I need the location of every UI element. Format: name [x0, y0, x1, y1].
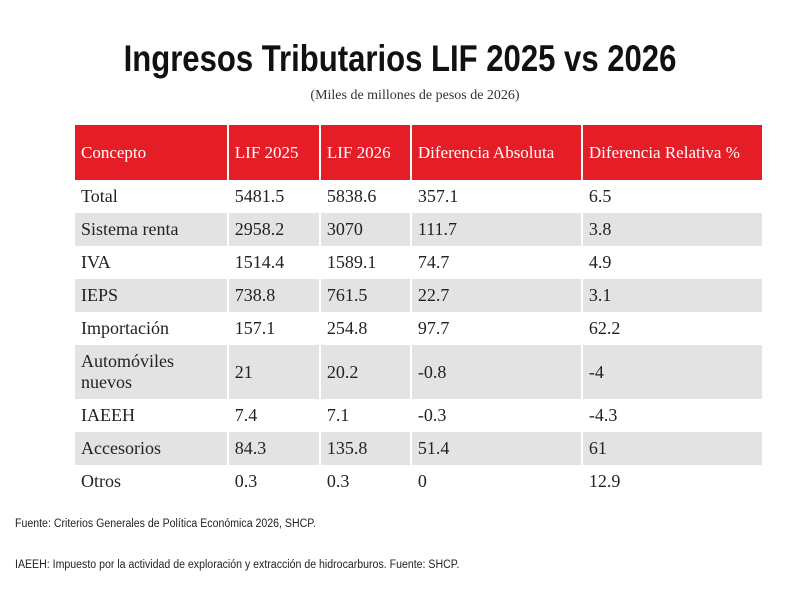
table-cell: 22.7	[411, 279, 581, 312]
table-cell: 51.4	[411, 432, 581, 465]
table-cell: 3.1	[582, 279, 762, 312]
table: Concepto LIF 2025 LIF 2026 Diferencia Absol…	[73, 125, 764, 498]
table-cell: 135.8	[320, 432, 410, 465]
table-cell: IVA	[81, 252, 111, 272]
table-body: Total 5481.5 5838.6 357.1 6.5 Sistema renta 29…	[75, 180, 762, 498]
table-row: Importación 157.1 254.8 97.7 62.2	[75, 312, 762, 345]
column-header: LIF 2026	[320, 125, 410, 180]
column-header: Diferencia Relativa %	[582, 125, 762, 180]
table-cell: 7.1	[326, 405, 350, 425]
table-row: IVA 1514.4 1589.1 74.7 4.9	[75, 246, 762, 279]
table-cell: 97.7	[417, 318, 450, 338]
table-row: IEPS 738.8 761.5 22.7 3.1	[75, 279, 762, 312]
table-cell: 5838.6	[326, 186, 377, 206]
column-header: Diferencia Absoluta	[411, 125, 581, 180]
table-row: Automóviles nuevos 21 20.2 -0.8 -4	[75, 345, 762, 399]
table-cell: Automóviles nuevos	[75, 345, 227, 399]
table-cell: 254.8	[326, 318, 368, 338]
table-cell: 4.9	[588, 252, 612, 272]
table-cell: 5481.5	[234, 186, 285, 206]
table-cell: 7.4	[234, 405, 258, 425]
table-cell: IEPS	[75, 279, 227, 312]
table-cell: 111.7	[411, 213, 581, 246]
table-cell: Importación	[81, 318, 169, 338]
table-cell: 0.3	[234, 471, 258, 491]
table-row: Accesorios 84.3 135.8 51.4 61	[75, 432, 762, 465]
table-cell: 0.3	[326, 471, 350, 491]
table-cell: -0.8	[411, 345, 581, 399]
table-cell: 1589.1	[326, 252, 377, 272]
table-cell: -4	[582, 345, 762, 399]
table-cell: 20.2	[320, 345, 410, 399]
footnote: IAEEH: Impuesto por la actividad de expl…	[15, 559, 460, 571]
table-cell: Accesorios	[75, 432, 227, 465]
header-row: Concepto LIF 2025 LIF 2026 Diferencia Absol…	[75, 125, 762, 180]
table-cell: 3.8	[582, 213, 762, 246]
table-cell: 6.5	[588, 186, 612, 206]
table-row: Total 5481.5 5838.6 357.1 6.5	[75, 180, 762, 213]
table-cell: Sistema renta	[75, 213, 227, 246]
table-cell: Total	[81, 186, 118, 206]
table-cell: 74.7	[417, 252, 450, 272]
table-cell: 12.9	[588, 471, 621, 491]
table-cell: 61	[582, 432, 762, 465]
subtitle: (Miles de millones de pesos de 2026)	[310, 88, 520, 103]
column-header: Concepto	[75, 125, 227, 180]
table-row: Otros 0.3 0.3 0 12.9	[75, 465, 762, 498]
table-cell: -4.3	[588, 405, 618, 425]
table-cell: 357.1	[417, 186, 459, 206]
table-row: IAEEH 7.4 7.1 -0.3 -4.3	[75, 399, 762, 432]
footnote: Fuente: Criterios Generales de Política …	[15, 518, 316, 530]
table-cell: 0	[417, 471, 427, 491]
table-cell: 761.5	[320, 279, 410, 312]
table-cell: IAEEH	[81, 405, 135, 425]
column-header: LIF 2025	[228, 125, 319, 180]
table-cell: 157.1	[234, 318, 276, 338]
table-cell: 738.8	[228, 279, 319, 312]
table-cell: 1514.4	[234, 252, 285, 272]
table-cell: 3070	[320, 213, 410, 246]
table-cell: Otros	[81, 471, 121, 491]
table-cell: -0.3	[417, 405, 447, 425]
table-row: Sistema renta 2958.2 3070 111.7 3.8	[75, 213, 762, 246]
table-cell: 21	[228, 345, 319, 399]
table-cell: 2958.2	[228, 213, 319, 246]
table-cell: 84.3	[228, 432, 319, 465]
title: Ingresos Tributarios LIF 2025 vs 2026	[123, 38, 677, 79]
table-cell: 62.2	[588, 318, 621, 338]
